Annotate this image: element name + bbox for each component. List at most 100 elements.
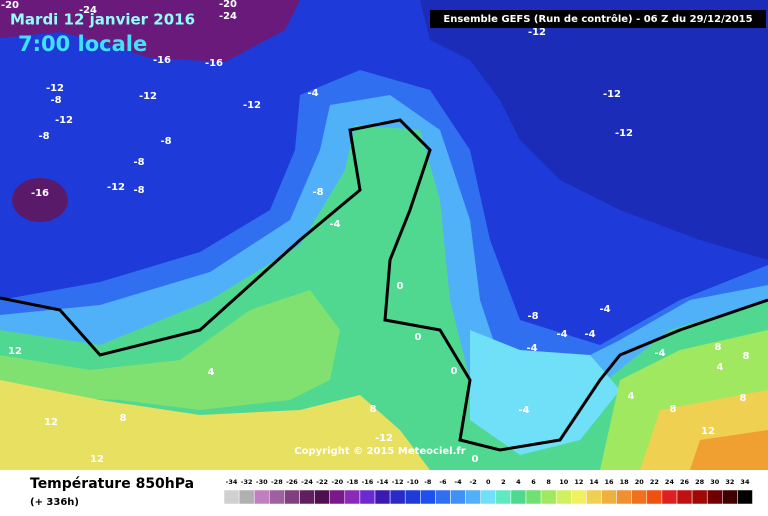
scale-swatch	[465, 489, 481, 505]
scale-label: 16	[605, 478, 615, 486]
scale-swatch	[661, 489, 678, 505]
contour-label: 8	[370, 404, 377, 415]
contour-label: 12	[44, 417, 58, 428]
scale-swatch	[480, 489, 497, 505]
scale-swatch	[737, 489, 753, 505]
scale-label: -20	[331, 478, 343, 486]
scale-label: -28	[271, 478, 283, 486]
contour-label: 4	[717, 362, 724, 373]
contour-label: -12	[107, 182, 125, 193]
scale-label: -30	[256, 478, 268, 486]
contour-label: 8	[120, 413, 127, 424]
scale-swatch	[314, 489, 330, 505]
scale-label: -8	[424, 478, 432, 486]
contour-label: -12	[55, 115, 73, 126]
band	[690, 430, 768, 470]
contour-label: -16	[205, 58, 223, 69]
scale-swatch	[495, 489, 512, 505]
scale-label: -22	[316, 478, 328, 486]
scale-label: 32	[725, 478, 734, 486]
scale-label: 6	[531, 478, 536, 486]
scale-label: -18	[346, 478, 358, 486]
scale-label: 12	[574, 478, 583, 486]
scale-swatch	[299, 489, 315, 505]
scale-label: -6	[439, 478, 447, 486]
contour-label: -24	[79, 5, 97, 16]
scale-swatch	[676, 489, 693, 505]
scale-label: 24	[665, 478, 675, 486]
model-text: Ensemble GEFS (Run de contrôle) - 06 Z d…	[443, 13, 752, 25]
footer-title: Température 850hPa	[30, 476, 194, 492]
scale-label: 20	[635, 478, 645, 486]
contour-label: 0	[472, 454, 479, 465]
contour-label: 8	[743, 351, 750, 362]
scale-label: -32	[241, 478, 253, 486]
scale-label: 34	[740, 478, 750, 486]
scale-swatch	[706, 489, 723, 505]
scale-swatch	[223, 489, 240, 505]
scale-swatch	[586, 489, 602, 505]
contour-label: -24	[219, 11, 237, 22]
zero-contour	[0, 118, 768, 452]
contour-label: -12	[615, 128, 633, 139]
contour-label: -8	[50, 95, 61, 106]
contour-label: 12	[90, 454, 104, 465]
scale-swatch	[344, 489, 361, 505]
scale-label: -16	[362, 478, 374, 486]
scale-label: 4	[516, 478, 521, 486]
scale-swatch	[631, 489, 648, 505]
contour-label: -4	[307, 88, 318, 99]
contour-label: 8	[715, 342, 722, 353]
contour-label: -4	[584, 329, 595, 340]
contour-label: -4	[654, 348, 665, 359]
scale-swatch	[691, 489, 708, 505]
band	[470, 330, 620, 455]
scale-swatch	[510, 489, 527, 505]
contour-label: -16	[31, 188, 49, 199]
contour-label: 0	[451, 366, 458, 377]
contour-label: -4	[526, 343, 537, 354]
scale-label: 10	[559, 478, 569, 486]
contour-label: -16	[153, 55, 171, 66]
contour-label: -4	[556, 329, 567, 340]
scale-swatch	[389, 489, 406, 505]
copyright: Copyright © 2015 Meteociel.fr	[294, 446, 465, 457]
contour-label: 8	[670, 404, 677, 415]
contour-label: -8	[527, 311, 538, 322]
contour-label: -8	[133, 157, 144, 168]
scale-swatch	[722, 489, 738, 505]
scale-label: 8	[546, 478, 551, 486]
scale-swatch	[450, 489, 466, 505]
scale-label: 18	[620, 478, 630, 486]
contour-label: -12	[46, 83, 64, 94]
contour-label: 0	[415, 332, 422, 343]
contour-label: 0	[397, 281, 404, 292]
scale-swatch	[555, 489, 572, 505]
contour-label: -4	[599, 304, 610, 315]
scale-label: -14	[377, 478, 389, 486]
contour-label: -20	[1, 0, 19, 11]
scale-label: -4	[454, 478, 462, 486]
scale-label: -26	[286, 478, 298, 486]
scale-swatch	[284, 489, 300, 505]
scale-label: -12	[392, 478, 404, 486]
scale-swatch	[646, 489, 663, 505]
band	[0, 380, 430, 470]
scale-swatch	[616, 489, 632, 505]
scale-label: 14	[589, 478, 599, 486]
scale-label: 26	[680, 478, 690, 486]
contour-label: -8	[160, 136, 171, 147]
contour-label: -20	[219, 0, 237, 10]
scale-label: 2	[501, 478, 506, 486]
cold-core	[0, 0, 300, 62]
scale-label: 0	[486, 478, 491, 486]
scale-swatch	[253, 489, 270, 505]
contour-label: 8	[740, 393, 747, 404]
scale-swatch	[404, 489, 421, 505]
scale-label: 28	[695, 478, 705, 486]
scale-label: -10	[407, 478, 419, 486]
scale-swatch	[601, 489, 617, 505]
contour-label: 12	[701, 426, 715, 437]
